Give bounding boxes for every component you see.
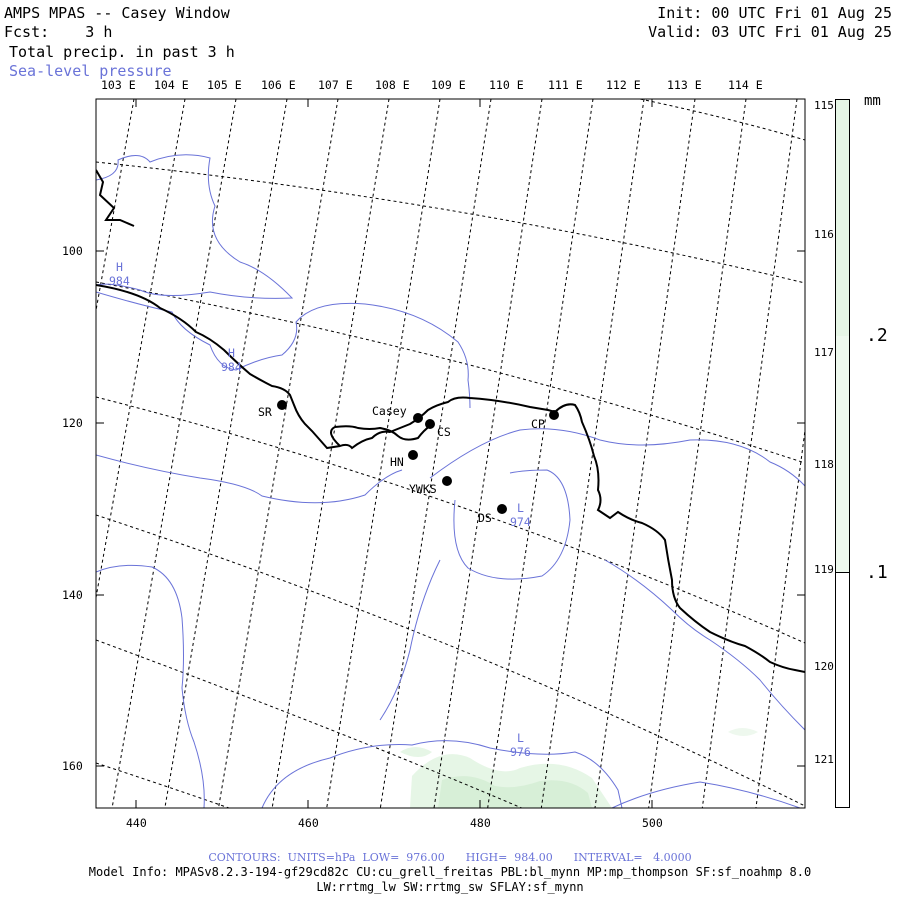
x-axis-tick-label: 500	[642, 816, 663, 830]
station-dot-cs	[425, 419, 435, 429]
longitude-lines	[96, 99, 805, 808]
station-label-hn: HN	[390, 455, 404, 469]
lon-label-top: 113 E	[667, 78, 702, 92]
lon-label-top: 105 E	[207, 78, 242, 92]
precip-shading	[400, 728, 758, 808]
chart-title: AMPS MPAS -- Casey Window	[4, 4, 230, 22]
precip-colorbar	[835, 99, 850, 808]
lon-label-top: 103 E	[101, 78, 136, 92]
station-label-casey: Casey	[372, 404, 407, 418]
station-dot-sr	[277, 400, 287, 410]
map-frame	[95, 98, 806, 809]
y-axis-tick-label: 100	[62, 244, 83, 258]
model-info-physics: LW:rrtmg_lw SW:rrtmg_sw SFLAY:sf_mynn	[316, 880, 584, 894]
pressure-low-value: 974	[510, 515, 531, 529]
pressure-contours	[96, 154, 805, 808]
lon-label-top: 107 E	[318, 78, 353, 92]
pressure-high-letter: H	[228, 346, 235, 360]
lon-label-top: 110 E	[489, 78, 524, 92]
lon-label-top: 114 E	[728, 78, 763, 92]
lon-label-top: 111 E	[548, 78, 583, 92]
y-axis-tick-label: 140	[62, 588, 83, 602]
y-axis-tick-label: 120	[62, 416, 83, 430]
station-label-cs: CS	[437, 425, 451, 439]
x-axis-tick-label: 480	[470, 816, 491, 830]
x-axis-tick-label: 460	[298, 816, 319, 830]
model-info: Model Info: MPASv8.2.3-194-gf29cd82c CU:…	[88, 865, 812, 879]
pressure-high-value: 984	[109, 274, 130, 288]
forecast-hour: Fcst: 3 h	[4, 23, 113, 41]
field-label-precip: Total precip. in past 3 h	[9, 43, 235, 61]
coastline	[96, 169, 805, 673]
y-axis-tick-label: 160	[62, 759, 83, 773]
pressure-low-letter: L	[517, 731, 524, 745]
lon-label-top: 112 E	[606, 78, 641, 92]
lon-label-top: 109 E	[431, 78, 466, 92]
colorbar-unit: mm	[864, 93, 881, 109]
latitude-lines	[96, 99, 805, 808]
colorbar-label: .1	[866, 562, 888, 583]
pressure-high-letter: H	[116, 260, 123, 274]
lon-label-top: 106 E	[261, 78, 296, 92]
station-dot-hn	[408, 450, 418, 460]
init-time: Init: 00 UTC Fri 01 Aug 25	[657, 4, 892, 22]
station-dot-casey	[413, 413, 423, 423]
station-label-sr: SR	[258, 405, 272, 419]
contours-info: CONTOURS: UNITS=hPa LOW= 976.00 HIGH= 98…	[208, 851, 692, 864]
station-markers	[277, 400, 559, 514]
station-dot-ds	[497, 504, 507, 514]
pressure-low-value: 976	[510, 745, 531, 759]
lon-label-top: 104 E	[154, 78, 189, 92]
station-label-ywks: YWKS	[409, 482, 437, 496]
x-axis-tick-label: 440	[126, 816, 147, 830]
pressure-high-value: 984	[221, 360, 242, 374]
colorbar-label: .2	[866, 325, 888, 346]
pressure-low-letter: L	[517, 501, 524, 515]
station-dot-ywks	[442, 476, 452, 486]
axis-ticks	[96, 99, 805, 808]
field-label-slp: Sea-level pressure	[9, 62, 172, 80]
station-dot-cp	[549, 410, 559, 420]
lon-label-top: 108 E	[375, 78, 410, 92]
station-label-ds: DS	[478, 511, 492, 525]
station-label-cp: CP	[531, 417, 545, 431]
valid-time: Valid: 03 UTC Fri 01 Aug 25	[648, 23, 892, 41]
